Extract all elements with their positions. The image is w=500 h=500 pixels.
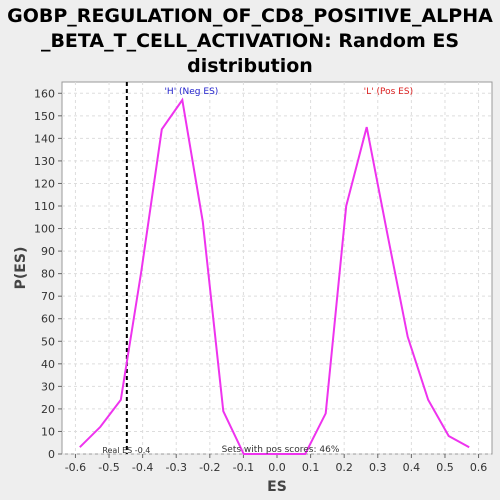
x-tick-label: 0.6 (470, 461, 488, 474)
x-tick-label: -0.3 (165, 461, 186, 474)
chart-title-line: GOBP_REGULATION_OF_CD8_POSITIVE_ALPHA (7, 5, 493, 27)
y-tick-label: 160 (34, 87, 55, 100)
random-es-series-line (79, 97, 470, 455)
x-tick-label: -0.4 (132, 461, 153, 474)
y-tick-label: 10 (41, 425, 55, 438)
y-axis-ticks: 0 10 20 30 40 50 60 70 80 90 100 110 120 130 140 150 160 (34, 87, 62, 461)
y-tick-label: 140 (34, 132, 55, 145)
y-tick-label: 150 (34, 110, 55, 123)
y-tick-label: 0 (48, 448, 55, 461)
y-tick-label: 20 (41, 403, 55, 416)
x-axis-ticks: -0.6 -0.5 -0.4 -0.3 -0.2 -0.1 0.0 0.1 0.2 0.3 0.4 0… (65, 454, 488, 474)
x-tick-label: -0.6 (65, 461, 86, 474)
y-tick-label: 60 (41, 313, 55, 326)
y-axis-label: P(ES) (13, 247, 29, 290)
x-tick-label: 0.1 (302, 461, 320, 474)
pos-es-label: 'L' (Pos ES) (364, 87, 413, 97)
pos-scores-label: Sets with pos scores: 46% (222, 445, 340, 455)
y-tick-label: 40 (41, 358, 55, 371)
x-tick-label: -0.1 (233, 461, 254, 474)
x-tick-label: 0.4 (403, 461, 421, 474)
y-tick-label: 80 (41, 268, 55, 281)
x-tick-label: 0.5 (436, 461, 454, 474)
y-tick-label: 70 (41, 290, 55, 303)
x-tick-label: 0.0 (268, 461, 286, 474)
x-tick-label: 0.2 (335, 461, 353, 474)
chart-title: GOBP_REGULATION_OF_CD8_POSITIVE_ALPHA _BE… (7, 5, 493, 77)
y-tick-label: 110 (34, 200, 55, 213)
y-tick-label: 130 (34, 155, 55, 168)
y-tick-label: 120 (34, 177, 55, 190)
y-tick-label: 90 (41, 245, 55, 258)
neg-es-label: 'H' (Neg ES) (164, 87, 218, 97)
x-axis-label: ES (267, 479, 287, 495)
x-tick-label: -0.5 (98, 461, 119, 474)
y-tick-label: 50 (41, 335, 55, 348)
x-tick-label: 0.3 (369, 461, 387, 474)
y-tick-label: 30 (41, 380, 55, 393)
chart-title-line: _BETA_T_CELL_ACTIVATION: Random ES (41, 30, 459, 52)
real-es-label: Real ES -0.4 (102, 446, 150, 455)
chart-title-line: distribution (187, 55, 313, 77)
y-tick-label: 100 (34, 223, 55, 236)
grid-lines (62, 82, 492, 455)
x-tick-label: -0.2 (199, 461, 220, 474)
